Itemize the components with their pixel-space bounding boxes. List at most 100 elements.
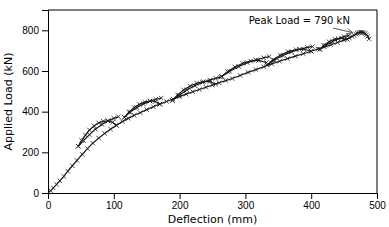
line: [172, 77, 220, 100]
x-axis-tick-mark: [245, 193, 246, 199]
marker: [309, 49, 313, 53]
marker: [106, 119, 110, 123]
x-axis-tick-mark: [377, 193, 378, 199]
marker: [108, 127, 112, 131]
marker: [227, 69, 231, 73]
series: [122, 99, 162, 120]
marker: [66, 169, 70, 173]
marker: [277, 59, 281, 63]
marker: [141, 102, 145, 106]
x-axis-tick-label: 500: [369, 200, 386, 211]
series: [170, 75, 222, 103]
x-axis-tick-mark: [180, 193, 181, 199]
y-axis-tick-label: 400: [22, 106, 39, 117]
marker: [93, 127, 97, 131]
marker: [87, 132, 91, 136]
y-axis-tick: 600: [22, 66, 48, 77]
marker: [323, 43, 327, 47]
line: [78, 117, 118, 146]
y-axis-tick-mark: [42, 193, 48, 194]
y-axis-tick-label: 0: [33, 188, 39, 199]
marker: [62, 174, 66, 178]
marker: [70, 164, 74, 168]
plot-area: 0 100 200 300 400 500 0 200 400 600 800 Peak Load =…: [22, 10, 386, 211]
series: [318, 33, 351, 51]
marker: [75, 158, 79, 162]
marker: [128, 110, 132, 114]
marker: [120, 119, 124, 123]
x-axis-tick-label: 100: [106, 200, 123, 211]
y-axis: 0 200 400 600 800: [22, 11, 48, 199]
marker: [85, 146, 89, 150]
marker: [305, 45, 309, 49]
line: [48, 32, 369, 193]
marker: [367, 37, 371, 41]
marker: [110, 120, 114, 124]
marker: [170, 98, 174, 102]
y-axis-tick-label: 200: [22, 147, 39, 158]
y-axis-tick: 800: [22, 25, 48, 36]
frame: [48, 10, 377, 11]
marker: [158, 102, 162, 106]
x-axis-tick-mark: [114, 193, 115, 199]
marker: [265, 63, 269, 67]
marker: [204, 85, 208, 89]
y-axis-tick-mark: [42, 30, 48, 31]
marker: [184, 92, 188, 96]
marker: [214, 82, 218, 86]
line: [320, 35, 349, 49]
annotation-arrow: [333, 28, 352, 32]
series: [220, 54, 272, 78]
series: [318, 36, 350, 52]
marker: [87, 128, 91, 132]
marker: [318, 47, 322, 51]
marker: [197, 87, 201, 91]
marker: [223, 78, 227, 82]
marker: [246, 70, 250, 74]
marker: [220, 74, 224, 78]
marker: [158, 102, 162, 106]
marker: [164, 99, 168, 103]
marker: [145, 107, 149, 111]
marker: [285, 56, 289, 60]
x-axis: 0 100 200 300 400 500: [46, 193, 387, 211]
marker: [138, 110, 142, 114]
marker: [262, 56, 266, 60]
y-axis-tick-label: 600: [22, 66, 39, 77]
x-axis-tick: 200: [172, 193, 189, 211]
line: [172, 82, 215, 101]
marker: [81, 138, 85, 142]
marker: [318, 47, 322, 51]
series: [76, 119, 119, 149]
marker: [114, 123, 118, 127]
marker: [185, 88, 189, 92]
marker: [293, 54, 297, 58]
y-axis-tick-label: 800: [22, 25, 39, 36]
x-axis-tick: 500: [369, 193, 386, 211]
marker: [342, 34, 346, 38]
marker: [132, 113, 136, 117]
series: [265, 47, 313, 67]
marker: [102, 131, 106, 135]
marker: [76, 144, 80, 148]
line: [222, 60, 267, 76]
x-axis-tick-label: 400: [303, 200, 320, 211]
y-axis-line: [42, 11, 49, 194]
x-axis-tick-label: 300: [238, 200, 255, 211]
marker: [230, 76, 234, 80]
x-axis-tick-label: 0: [46, 200, 52, 211]
marker: [238, 73, 242, 77]
series: [122, 96, 163, 120]
marker: [76, 144, 80, 148]
y-axis-tick: 0: [33, 188, 48, 199]
marker: [80, 152, 84, 156]
line: [124, 101, 160, 117]
marker: [336, 37, 340, 41]
frame: [377, 10, 378, 193]
annotation: Peak Load = 790 kN: [249, 15, 352, 32]
y-axis-tick: 400: [22, 106, 48, 117]
series: [265, 44, 315, 67]
line: [124, 98, 161, 117]
x-axis-tick: 100: [106, 193, 123, 211]
marker: [58, 179, 62, 183]
